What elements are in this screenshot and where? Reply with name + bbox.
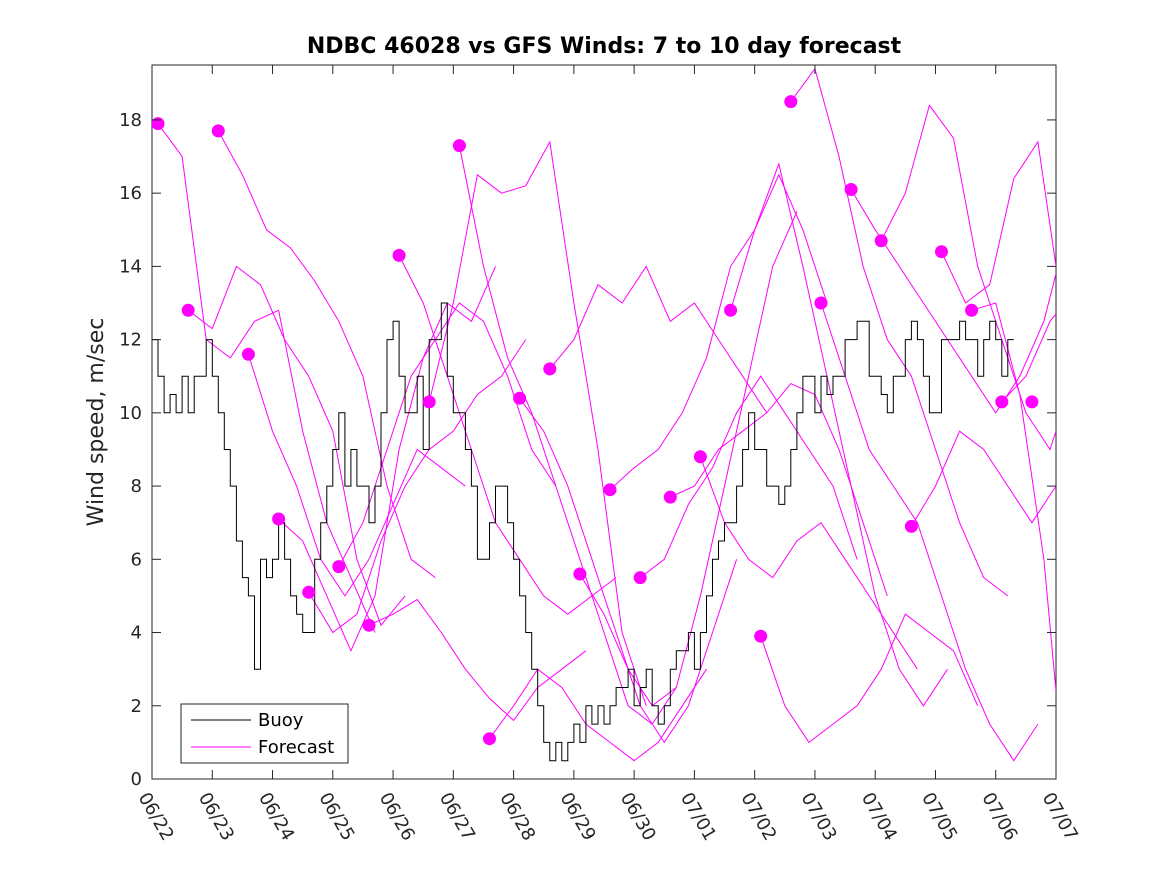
legend: Buoy Forecast — [180, 703, 349, 764]
chart-title: NDBC 46028 vs GFS Winds: 7 to 10 day for… — [307, 34, 902, 59]
legend-box — [180, 703, 349, 764]
forecast-start-marker — [724, 303, 738, 317]
forecast-start-marker — [241, 347, 255, 361]
forecast-start-marker — [1025, 395, 1039, 409]
y-tick-label: 0 — [131, 769, 142, 790]
forecast-line-16 — [639, 375, 858, 578]
forecast-start-marker — [573, 567, 587, 581]
forecast-line-23 — [850, 189, 1056, 414]
forecast-start-marker — [633, 571, 647, 585]
forecast-line-13 — [549, 265, 768, 414]
forecast-start-marker — [483, 732, 496, 746]
forecast-line-22 — [820, 302, 1039, 762]
forecast-start-marker — [814, 296, 828, 310]
forecast-start-marker — [995, 395, 1009, 409]
forecast-start-marker — [513, 391, 527, 405]
forecast-start-marker — [965, 303, 979, 317]
forecast-line-1 — [187, 265, 406, 627]
legend-forecast-label: Forecast — [258, 737, 334, 758]
forecast-start-marker — [302, 585, 316, 599]
forecast-start-marker — [784, 95, 798, 109]
y-tick-label: 10 — [119, 403, 142, 424]
y-tick-label: 4 — [131, 623, 142, 644]
forecast-line-2 — [217, 130, 436, 578]
forecast-start-marker — [904, 519, 918, 533]
buoy-line — [152, 302, 1014, 762]
forecast-start-marker — [181, 303, 195, 317]
y-tick-label: 18 — [119, 110, 142, 131]
forecast-line-26 — [941, 140, 1056, 304]
forecast-line-9 — [428, 140, 647, 706]
plot-area — [151, 64, 1057, 780]
legend-buoy-label: Buoy — [258, 710, 304, 731]
forecast-line-15 — [609, 173, 828, 491]
forecast-start-marker — [392, 248, 406, 262]
forecast-start-marker — [452, 139, 466, 153]
forecast-start-marker — [844, 183, 858, 196]
forecast-line-10 — [458, 145, 677, 725]
y-axis-label: Wind speed, m/sec — [84, 318, 109, 527]
y-tick-label: 14 — [119, 256, 142, 277]
y-tick-label: 12 — [119, 330, 142, 351]
forecast-start-marker — [935, 245, 948, 259]
forecast-start-marker — [693, 450, 707, 464]
forecast-line-3 — [247, 354, 466, 597]
forecast-line-11 — [489, 668, 707, 762]
forecast-start-marker — [272, 512, 286, 526]
forecast-start-marker — [211, 124, 225, 138]
y-tick-label: 6 — [131, 549, 142, 570]
forecast-start-marker — [603, 483, 617, 497]
forecast-line-20 — [760, 613, 979, 744]
forecast-line-21 — [790, 67, 1009, 597]
y-tick-label: 16 — [119, 183, 142, 204]
forecast-line-19 — [730, 162, 948, 707]
forecast-start-marker — [422, 395, 436, 409]
forecast-line-5 — [308, 339, 527, 634]
forecast-start-marker — [663, 490, 677, 504]
forecast-line-25 — [910, 430, 1056, 527]
forecast-start-marker — [874, 234, 888, 248]
forecast-line-27 — [971, 302, 1056, 692]
forecast-start-marker — [332, 560, 346, 574]
forecast-start-marker — [152, 117, 165, 131]
forecast-start-marker — [362, 618, 376, 632]
forecast-line-0 — [157, 123, 376, 633]
y-tick-label: 2 — [131, 696, 142, 717]
plot-series-group — [152, 67, 1056, 762]
forecast-line-28 — [1001, 313, 1056, 403]
y-tick-label: 8 — [131, 476, 142, 497]
forecast-start-marker — [754, 629, 768, 643]
forecast-line-24 — [880, 104, 1056, 451]
forecast-start-marker — [543, 362, 557, 376]
